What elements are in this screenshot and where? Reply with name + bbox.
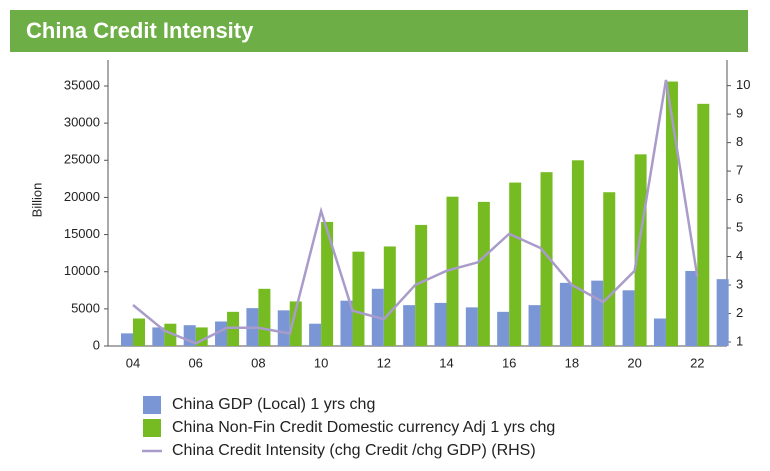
bar <box>591 280 604 346</box>
y2-tick-label: 10 <box>736 77 750 92</box>
x-tick-label: 12 <box>377 355 391 370</box>
y2-tick-label: 3 <box>736 276 743 291</box>
bar <box>434 302 447 346</box>
legend-swatch <box>143 396 161 414</box>
bar <box>622 290 635 346</box>
bar <box>540 172 553 346</box>
bar <box>465 307 478 346</box>
bar <box>383 246 396 346</box>
bar <box>277 310 290 346</box>
y-tick-label: 20000 <box>64 189 100 204</box>
legend-swatch <box>143 419 161 437</box>
bar <box>497 311 510 346</box>
bar <box>716 279 729 346</box>
bar <box>446 196 459 346</box>
x-tick-label: 06 <box>188 355 202 370</box>
bar <box>528 305 541 346</box>
bar <box>164 323 177 346</box>
bar <box>571 160 584 346</box>
y2-tick-label: 6 <box>736 191 743 206</box>
chart-title: China Credit Intensity <box>26 18 254 43</box>
y2-tick-label: 4 <box>736 248 743 263</box>
y2-tick-label: 9 <box>736 106 743 121</box>
y-tick-label: 35000 <box>64 77 100 92</box>
legend-label: China Non-Fin Credit Domestic currency A… <box>172 419 555 436</box>
x-tick-label: 20 <box>627 355 641 370</box>
x-tick-label: 22 <box>690 355 704 370</box>
bar <box>559 282 572 346</box>
y-tick-label: 0 <box>93 337 100 352</box>
y2-tick-label: 2 <box>736 305 743 320</box>
bar <box>321 221 334 346</box>
y-tick-label: 30000 <box>64 115 100 130</box>
y-axis-label: Billion <box>29 183 44 218</box>
x-tick-label: 18 <box>565 355 579 370</box>
bar <box>309 323 322 346</box>
x-tick-label: 04 <box>126 355 140 370</box>
bar <box>340 300 353 346</box>
bar <box>121 333 133 346</box>
bar <box>215 321 228 346</box>
bar <box>133 318 145 346</box>
bar <box>352 251 365 346</box>
x-tick-label: 10 <box>314 355 328 370</box>
bar <box>258 288 271 346</box>
bar <box>697 103 710 346</box>
y-tick-label: 5000 <box>71 300 100 315</box>
x-tick-label: 14 <box>439 355 453 370</box>
bar <box>415 224 428 346</box>
bar <box>665 81 678 347</box>
bar <box>509 182 522 346</box>
x-tick-label: 08 <box>251 355 265 370</box>
bar <box>653 318 666 346</box>
y2-tick-label: 8 <box>736 134 743 149</box>
bar <box>634 154 647 346</box>
bar <box>403 305 416 346</box>
x-tick-label: 16 <box>502 355 516 370</box>
y-tick-label: 10000 <box>64 263 100 278</box>
y-tick-label: 25000 <box>64 152 100 167</box>
bar <box>152 327 165 346</box>
y2-tick-label: 1 <box>736 333 743 348</box>
y-tick-label: 15000 <box>64 226 100 241</box>
title-banner <box>10 10 748 52</box>
line <box>132 79 699 345</box>
bar <box>603 192 616 346</box>
bar <box>289 301 302 346</box>
y2-tick-label: 7 <box>736 163 743 178</box>
legend-label: China GDP (Local) 1 yrs chg <box>172 396 375 413</box>
y2-tick-label: 5 <box>736 220 743 235</box>
legend-label: China Credit Intensity (chg Credit /chg … <box>172 442 536 459</box>
bar <box>477 201 490 346</box>
bar <box>685 270 698 346</box>
